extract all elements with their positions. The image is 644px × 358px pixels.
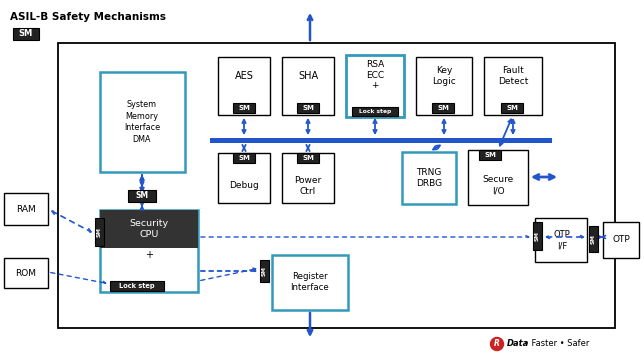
Bar — [346, 55, 404, 117]
Text: SM: SM — [262, 266, 267, 276]
Text: ROM: ROM — [15, 268, 37, 277]
Bar — [282, 57, 334, 115]
Bar — [4, 193, 48, 225]
Bar — [95, 218, 104, 246]
Bar — [110, 281, 164, 291]
Bar — [233, 103, 255, 113]
Bar — [589, 226, 598, 252]
Bar — [432, 103, 454, 113]
Text: SM: SM — [437, 105, 449, 111]
Text: SM: SM — [135, 192, 149, 200]
Bar — [297, 103, 319, 113]
Text: R: R — [494, 339, 500, 348]
Bar — [210, 138, 552, 143]
Bar — [13, 28, 39, 40]
Circle shape — [491, 338, 504, 350]
Bar — [272, 255, 348, 310]
Text: SM: SM — [238, 155, 250, 161]
Text: RAM: RAM — [16, 204, 36, 213]
Text: SM: SM — [97, 227, 102, 237]
Text: Lock step: Lock step — [119, 283, 155, 289]
Text: Fault
Detect: Fault Detect — [498, 66, 528, 86]
Bar — [468, 150, 528, 205]
Text: OTP
I/F: OTP I/F — [554, 230, 571, 250]
Bar — [218, 153, 270, 203]
Text: Power
Ctrl: Power Ctrl — [294, 176, 321, 196]
Text: TRNG
DRBG: TRNG DRBG — [416, 168, 442, 188]
Text: +: + — [145, 250, 153, 260]
Text: Data: Data — [507, 339, 529, 348]
Text: RSA
ECC
+: RSA ECC + — [366, 60, 384, 90]
Bar — [282, 153, 334, 203]
Bar — [402, 152, 456, 204]
Bar — [352, 107, 398, 116]
Bar — [100, 210, 198, 248]
Text: System
Memory
Interface
DMA: System Memory Interface DMA — [124, 100, 160, 144]
Text: Security
CPU: Security CPU — [129, 219, 169, 239]
Bar — [218, 57, 270, 115]
Text: AES: AES — [234, 71, 254, 81]
Bar — [128, 190, 156, 202]
Text: Key
Logic: Key Logic — [432, 66, 456, 86]
Text: Lock step: Lock step — [359, 109, 391, 114]
Text: Secure
I/O: Secure I/O — [482, 175, 514, 195]
Text: SM: SM — [484, 152, 496, 158]
Text: SM: SM — [302, 105, 314, 111]
Bar — [233, 153, 255, 163]
Bar — [4, 258, 48, 288]
Bar — [535, 218, 587, 262]
Bar — [100, 72, 185, 172]
Text: SM: SM — [506, 105, 518, 111]
Text: Register
Interface: Register Interface — [290, 272, 329, 292]
Bar — [260, 260, 269, 282]
Bar — [533, 222, 542, 250]
Bar — [479, 150, 501, 160]
Text: SM: SM — [19, 29, 33, 39]
Text: • Faster • Safer: • Faster • Safer — [524, 339, 589, 348]
Bar — [501, 103, 523, 113]
Text: SM: SM — [535, 231, 540, 241]
Text: SM: SM — [591, 234, 596, 244]
Text: SM: SM — [238, 105, 250, 111]
Bar — [416, 57, 472, 115]
Bar — [100, 210, 198, 292]
Text: OTP: OTP — [612, 236, 630, 245]
Text: SM: SM — [302, 155, 314, 161]
Text: ASIL-B Safety Mechanisms: ASIL-B Safety Mechanisms — [10, 12, 166, 22]
Text: SHA: SHA — [298, 71, 318, 81]
Text: Debug: Debug — [229, 182, 259, 190]
Bar — [603, 222, 639, 258]
Bar — [297, 153, 319, 163]
Bar — [58, 43, 615, 328]
Bar — [484, 57, 542, 115]
